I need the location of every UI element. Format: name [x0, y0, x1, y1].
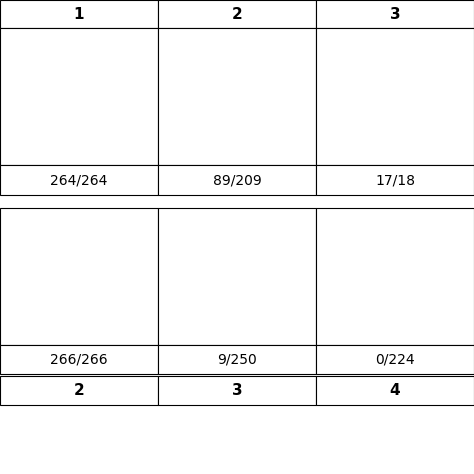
Text: 17/18: 17/18 — [375, 173, 415, 187]
Text: 2: 2 — [232, 7, 242, 22]
Text: 266/266: 266/266 — [50, 353, 108, 366]
Text: 0/224: 0/224 — [375, 353, 415, 366]
Text: 3: 3 — [390, 7, 401, 22]
Text: 4: 4 — [390, 383, 401, 398]
Text: 1: 1 — [74, 7, 84, 22]
Text: 89/209: 89/209 — [213, 173, 261, 187]
Text: 264/264: 264/264 — [50, 173, 108, 187]
Text: 2: 2 — [73, 383, 84, 398]
Text: 9/250: 9/250 — [217, 353, 257, 366]
Text: 3: 3 — [232, 383, 242, 398]
